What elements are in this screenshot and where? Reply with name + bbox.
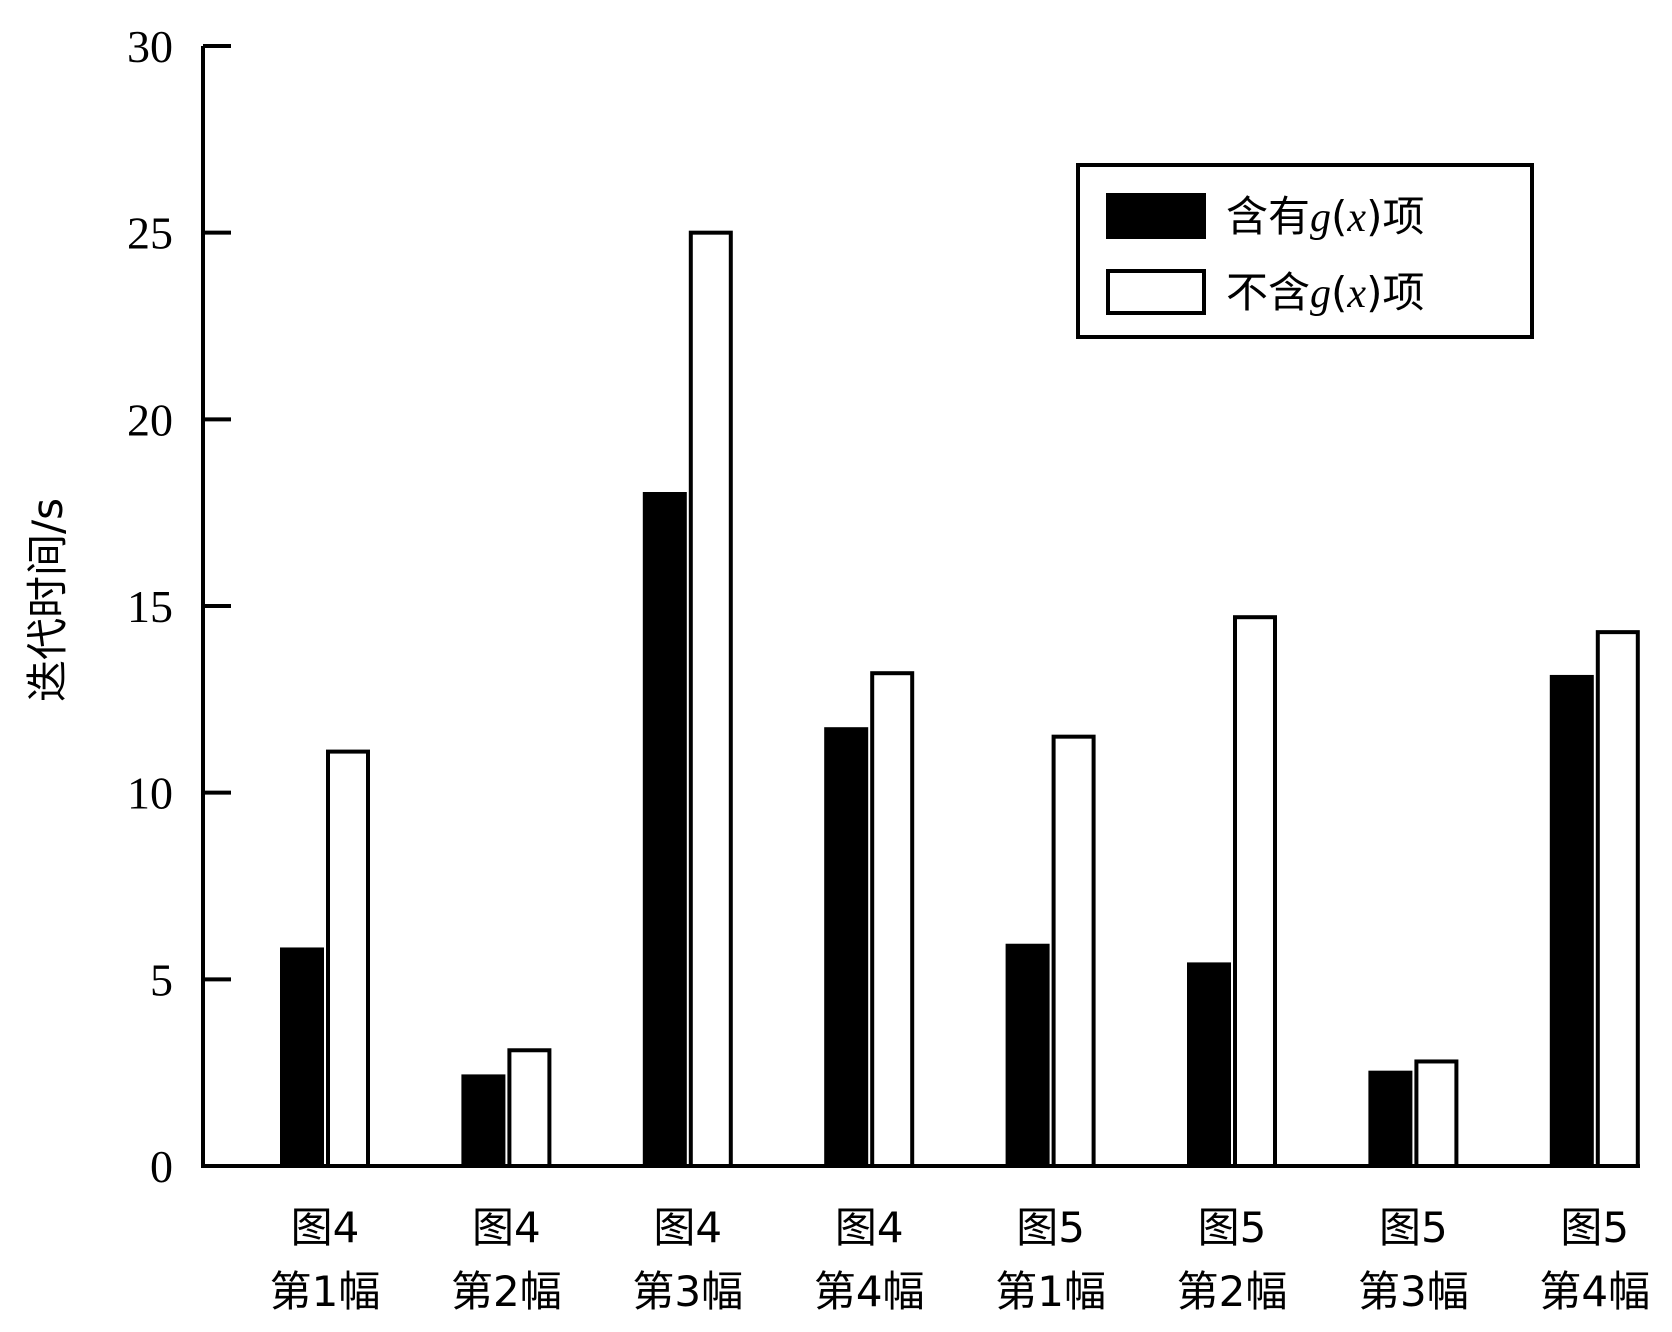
x-tick-label-line2: 第4幅 [814, 1267, 925, 1316]
bar-with-gx [1368, 1070, 1413, 1168]
x-tick-label-line1: 图5 [1379, 1203, 1448, 1252]
bar-without-gx [688, 230, 733, 1168]
y-tick-label: 20 [127, 394, 173, 445]
bar-with-gx [280, 947, 324, 1169]
bar-without-gx [326, 749, 370, 1168]
bar-without-gx [870, 671, 915, 1168]
bar-with-gx [1005, 943, 1050, 1168]
y-tick-label: 30 [127, 21, 173, 72]
x-tick-label-line1: 图4 [653, 1203, 722, 1252]
y-axis-label: 迭代时间/s [23, 498, 72, 702]
x-tick-label-line1: 图4 [291, 1203, 360, 1252]
x-tick-label-line1: 图5 [1198, 1203, 1267, 1252]
y-tick-label: 25 [127, 208, 173, 259]
legend-label: 含有g(x)项 [1226, 192, 1424, 241]
y-tick-label: 0 [150, 1141, 173, 1192]
bars [280, 230, 1640, 1169]
x-tick-label-line2: 第2幅 [451, 1267, 562, 1316]
bar-without-gx [1233, 615, 1277, 1168]
x-tick-label-line2: 第4幅 [1539, 1267, 1650, 1316]
x-tick-label-line1: 图5 [1560, 1203, 1629, 1252]
bar-without-gx [1051, 734, 1096, 1169]
x-tick-label-line1: 图5 [1016, 1203, 1085, 1252]
x-tick-label-line1: 图4 [472, 1203, 541, 1252]
x-tick-label-line1: 图4 [835, 1203, 904, 1252]
legend-label: 不含g(x)项 [1226, 268, 1424, 317]
legend-swatch [1106, 269, 1206, 315]
bar-with-gx [1187, 962, 1231, 1169]
x-tick-label-line2: 第3幅 [1358, 1267, 1469, 1316]
x-tick-label-line2: 第2幅 [1177, 1267, 1288, 1316]
y-tick-label: 10 [127, 768, 173, 819]
bar-with-gx [824, 727, 869, 1168]
y-tick-labels: 0 5 10 15 20 25 30 [127, 21, 173, 1192]
y-tick-label: 5 [150, 954, 173, 1005]
x-tick-label-line2: 第1幅 [270, 1267, 381, 1316]
bar-without-gx [1414, 1059, 1459, 1169]
y-tick-label: 15 [127, 581, 173, 632]
bar-with-gx [642, 492, 687, 1168]
bar-with-gx [461, 1074, 506, 1169]
x-tick-labels: 图4 第1幅 图4 第2幅 图4 第3幅 图4 第4幅 图5 第1幅 图5 第2幅 图5 第3幅 图5 第4幅 [270, 1203, 1651, 1316]
x-tick-label-line2: 第1幅 [995, 1267, 1106, 1316]
bar-without-gx [1595, 630, 1640, 1168]
bar-with-gx [1549, 674, 1594, 1169]
bar-without-gx [507, 1048, 552, 1169]
legend-swatch [1106, 193, 1206, 239]
x-tick-label-line2: 第3幅 [632, 1267, 743, 1316]
